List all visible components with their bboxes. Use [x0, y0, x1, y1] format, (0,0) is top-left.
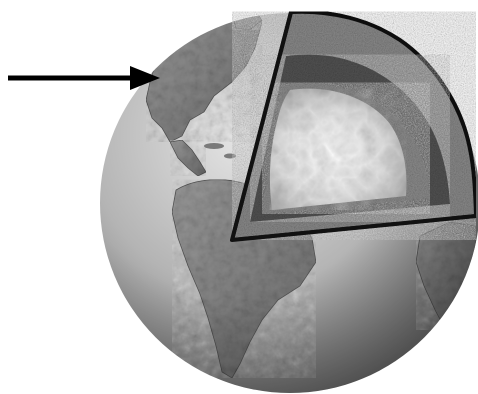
- cutaway-wedge: [230, 9, 478, 242]
- right-arrow-icon: [8, 66, 160, 90]
- cutaway-outline: [230, 11, 477, 242]
- arrow-head: [130, 66, 160, 90]
- inner-core-layer: [269, 88, 407, 210]
